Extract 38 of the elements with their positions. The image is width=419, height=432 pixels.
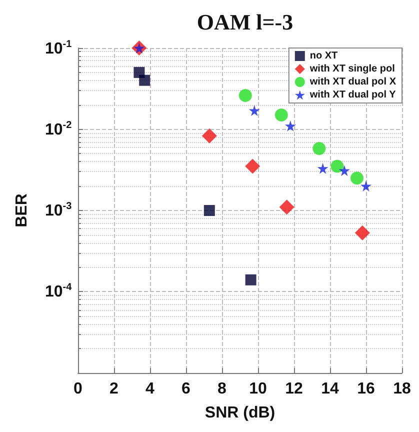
legend-label: with XT dual pol X bbox=[308, 76, 396, 88]
point bbox=[248, 105, 260, 116]
point bbox=[202, 128, 217, 144]
chart-title: OAM l=-3 bbox=[196, 10, 294, 34]
x-tick-label: 0 bbox=[74, 380, 83, 398]
point bbox=[139, 74, 150, 86]
x-tick-label: 10 bbox=[249, 380, 267, 398]
point bbox=[360, 180, 372, 192]
point bbox=[354, 225, 370, 240]
x-tick-label: 4 bbox=[146, 380, 155, 398]
x-tick-label: 12 bbox=[285, 380, 303, 398]
y-tick-label: 10$^{-2}$ bbox=[45, 120, 72, 138]
point bbox=[312, 142, 326, 155]
y-tick-label: 10$^{-4}$ bbox=[45, 282, 72, 301]
point bbox=[330, 160, 344, 173]
point bbox=[245, 274, 256, 286]
point bbox=[204, 205, 215, 216]
point bbox=[284, 120, 296, 132]
x-tick-label: 2 bbox=[110, 380, 119, 398]
point bbox=[245, 158, 260, 174]
x-tick-label: 6 bbox=[182, 380, 191, 398]
point bbox=[338, 165, 350, 176]
point bbox=[317, 162, 328, 174]
x-tick-label: 16 bbox=[357, 380, 375, 398]
legend-label: with XT dual pol Y bbox=[308, 90, 396, 100]
x-axis-title: SNR (dB) bbox=[204, 404, 276, 422]
x-tick-label: 18 bbox=[393, 380, 411, 398]
point bbox=[238, 89, 252, 102]
point bbox=[274, 108, 288, 122]
y-tick-label: 10$^{-3}$ bbox=[45, 201, 72, 220]
point bbox=[279, 200, 294, 215]
y-axis-title: BER bbox=[14, 193, 30, 228]
x-tick-label: 14 bbox=[321, 380, 339, 398]
x-tick-label: 8 bbox=[218, 380, 227, 398]
point bbox=[350, 172, 364, 185]
legend-label: no XT bbox=[310, 50, 338, 62]
y-tick-label: 10$^{-1}$ bbox=[45, 38, 72, 57]
legend-label: with XT single pol bbox=[308, 64, 396, 74]
